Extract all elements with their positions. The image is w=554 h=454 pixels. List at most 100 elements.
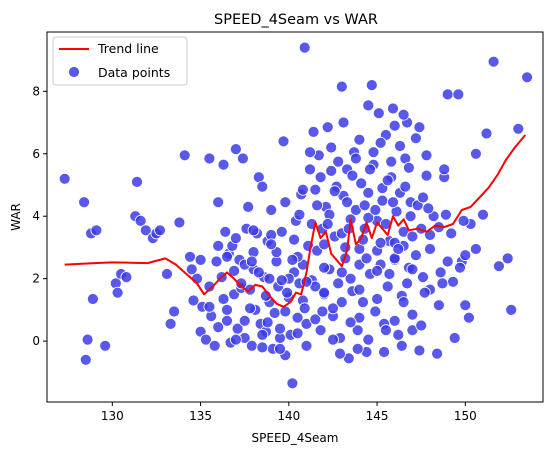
data-point [268,307,281,319]
legend: Trend line Data points [52,36,188,86]
data-point [512,122,525,135]
data-point [378,346,391,358]
data-point [263,272,276,285]
data-point [409,249,422,262]
data-point [381,280,394,293]
data-point [392,243,405,255]
data-point [480,127,493,140]
data-point [353,133,366,146]
data-point [360,252,373,265]
data-point [286,377,299,390]
y-tick-label: 8 [32,84,40,98]
trend-line [64,134,527,308]
y-axis-label: WAR [9,203,23,231]
data-point [279,196,292,209]
data-point [469,243,482,255]
data-point [318,261,331,274]
data-point [229,143,242,156]
data-point [78,196,90,209]
data-point [454,261,466,274]
data-point [318,286,331,299]
data-point [364,163,376,176]
data-point [341,196,354,209]
data-point [441,255,454,268]
data-point [388,314,401,327]
data-point [379,324,392,337]
data-point [274,342,286,355]
data-point [351,324,364,337]
data-point [199,333,212,346]
data-point [261,316,274,329]
data-point [321,121,334,134]
data-point [58,172,71,185]
data-point [387,102,399,115]
data-point [335,80,348,93]
data-point [203,300,216,313]
data-point [492,260,505,273]
data-point [487,55,500,68]
data-point [208,339,221,352]
data-point [288,233,301,246]
data-point [275,225,288,238]
data-point [134,214,147,227]
data-point [477,208,489,221]
data-point [432,299,445,312]
data-point [185,263,198,276]
data-point [462,311,475,324]
data-point [242,200,255,213]
data-point [346,169,359,182]
data-point [399,180,412,193]
data-point [298,302,311,315]
data-point [448,332,461,344]
data-point [334,347,346,360]
data-point [173,216,186,229]
data-point [372,107,385,120]
data-point [469,147,482,160]
data-point [420,149,433,162]
data-point [397,108,410,121]
data-point [275,274,288,287]
data-point [406,230,419,243]
data-point [168,305,181,318]
data-point [304,163,316,176]
data-point [452,88,465,101]
data-point [291,311,304,324]
data-point [459,299,472,312]
data-point [309,313,322,326]
y-tick-label: 6 [32,147,40,161]
plot-frame [46,31,544,403]
data-point [376,194,389,207]
data-point [203,280,216,293]
data-point [217,158,230,171]
data-point [291,327,304,340]
data-point [365,79,378,91]
data-point [236,152,249,165]
data-point [438,163,451,176]
data-point [374,236,387,249]
y-axis: 0 2 4 6 8 [32,84,47,348]
legend-points-swatch [68,66,80,78]
data-point [441,88,454,101]
data-point [245,255,258,268]
data-point [161,268,173,280]
data-point [401,277,414,290]
data-point [256,341,269,354]
data-point [447,275,459,288]
data-point [203,152,216,165]
data-point [417,191,429,204]
data-point [431,347,444,360]
data-point [316,305,329,318]
data-point [395,339,408,352]
data-point [406,308,419,321]
data-point [369,204,382,216]
data-point [337,116,350,129]
data-point [353,283,366,296]
data-point [387,196,399,209]
data-point [521,71,533,84]
data-point [244,302,256,315]
data-point [351,342,364,355]
data-point [212,196,225,209]
data-point [304,146,316,159]
data-point [418,286,431,299]
x-tick-label: 145 [366,409,389,423]
